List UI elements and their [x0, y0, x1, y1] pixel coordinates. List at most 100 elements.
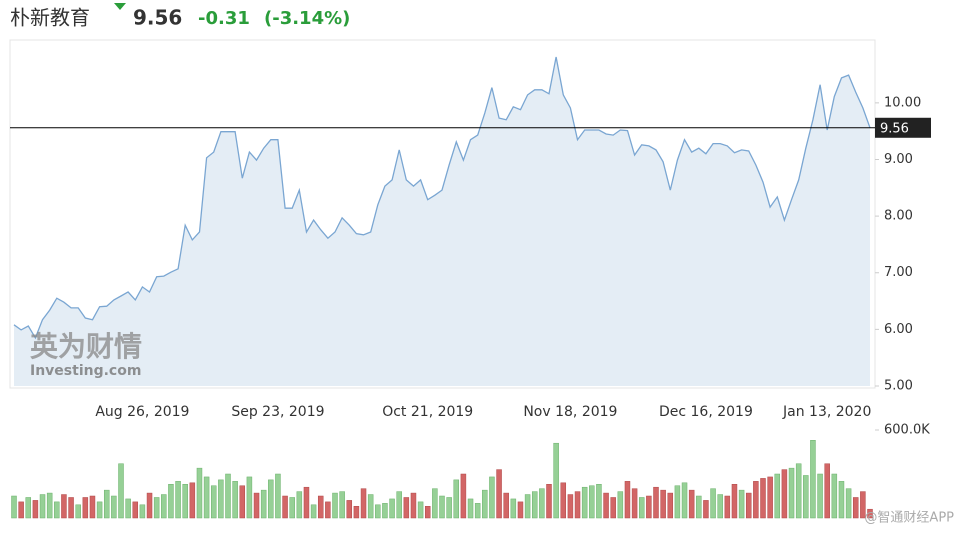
volume-bar [75, 504, 81, 519]
volume-bar [432, 488, 438, 519]
volume-bar [375, 504, 381, 519]
price-frame [9, 39, 876, 389]
x-tick-label: Dec 16, 2019 [659, 404, 753, 420]
volume-bar [111, 495, 117, 519]
volume-bar [18, 501, 24, 519]
volume-bar [382, 503, 388, 519]
volume-bar [624, 481, 631, 519]
volume-bar [731, 484, 738, 519]
volume-bar [403, 497, 410, 519]
volume-bar [738, 489, 745, 519]
y-tick-label: 7.00 [884, 265, 913, 280]
volume-bar [325, 501, 331, 519]
volume-bar [589, 485, 595, 519]
x-tick-label: Aug 26, 2019 [95, 404, 189, 420]
volume-bar [638, 497, 645, 519]
volume-bar [296, 491, 303, 519]
volume-bar [353, 506, 360, 519]
volume-bar [410, 492, 417, 519]
area-fill [14, 57, 870, 386]
volume-bar [560, 482, 567, 519]
volume-bar [581, 486, 588, 519]
volume-bar [774, 473, 781, 519]
volume-bar [89, 495, 96, 519]
volume-bar [467, 498, 474, 519]
y-tick-label: 600.0K [884, 423, 930, 438]
volume-bar [781, 469, 788, 519]
volume-bar [631, 488, 638, 519]
y-tick-label: 5.00 [884, 379, 913, 394]
last-price-box [875, 117, 931, 138]
source-watermark: @智通财经APP [864, 511, 954, 526]
volume-bar [253, 492, 260, 519]
volume-bar [196, 467, 203, 519]
volume-bar [474, 503, 481, 519]
x-tick-label: Oct 21, 2019 [382, 404, 473, 420]
volume-bar [667, 492, 674, 519]
volume-bar [717, 494, 723, 519]
volume-bar [146, 492, 153, 519]
volume-bar [360, 488, 367, 519]
volume-bar [653, 486, 659, 519]
volume-bar [845, 488, 852, 519]
volume-bar [239, 485, 246, 519]
volume-bar [788, 467, 795, 519]
volume-bar [46, 492, 53, 519]
volume-bar [753, 481, 759, 519]
change-pct: (-3.14%) [264, 8, 350, 29]
volume-bar [446, 497, 452, 519]
volume-bar [218, 479, 224, 519]
volume-bar [96, 501, 103, 519]
volume-bar [103, 489, 110, 519]
price: 9.56 [133, 6, 182, 30]
volume-bar [810, 440, 816, 519]
volume-bar [68, 497, 74, 519]
volume-bar [767, 476, 773, 519]
volume-bar [617, 491, 624, 519]
last-price-label: 9.56 [880, 121, 909, 136]
volume-bar [817, 473, 823, 519]
volume-bar [460, 473, 467, 519]
volume-bar [517, 501, 524, 519]
volume-bar [688, 489, 695, 519]
volume-bar [567, 494, 574, 519]
stock-name: 朴新教育 [10, 6, 90, 30]
volume-bar [210, 485, 217, 519]
volume-bar [553, 442, 559, 519]
x-tick-label: Jan 13, 2020 [782, 404, 871, 420]
volume-bar [496, 469, 502, 519]
volume-bar [424, 506, 431, 519]
y-tick-label: 9.00 [884, 152, 913, 167]
volume-bar [32, 500, 39, 519]
volume-bar [125, 498, 131, 519]
volume-bar [867, 508, 873, 519]
volume-bar [189, 482, 196, 519]
volume-bar [232, 481, 238, 519]
volume-bar [346, 500, 353, 519]
volume-bar [175, 481, 181, 519]
watermark-cn: 英为财情 [30, 330, 142, 363]
volume-bar [161, 494, 167, 519]
volume-bar [317, 495, 324, 519]
volume-bar [760, 478, 766, 519]
volume-bar [646, 495, 652, 519]
volume-bar [396, 491, 402, 519]
volume-bar [225, 473, 231, 519]
volume-bar [681, 482, 688, 519]
volume-bar [860, 491, 866, 519]
volume-bar [603, 492, 609, 519]
volume-bar [503, 492, 509, 519]
volume-bar [546, 484, 552, 519]
volume-bar [482, 489, 488, 519]
volume-bar [838, 481, 845, 519]
change: -0.31 [198, 8, 250, 29]
volume-bar [453, 479, 460, 519]
volume-bar [339, 491, 345, 519]
volume-bar [489, 476, 495, 519]
volume-bar [25, 497, 32, 519]
volume-bar [139, 504, 146, 519]
volume-bar [203, 476, 210, 519]
volume-bar [610, 497, 616, 519]
